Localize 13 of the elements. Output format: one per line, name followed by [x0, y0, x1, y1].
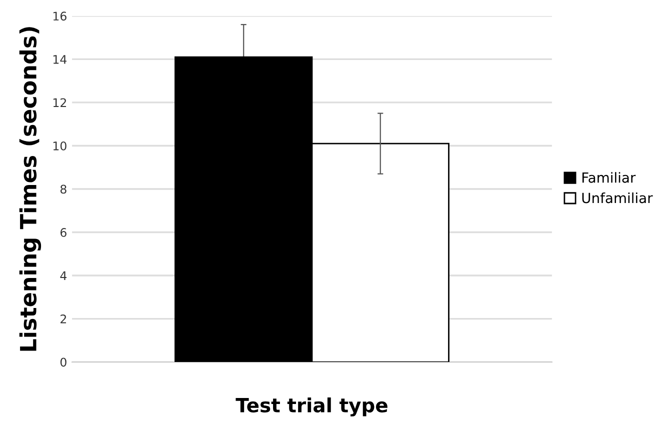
legend-label: Familiar: [582, 172, 636, 183]
y-tick-label: 0: [60, 358, 66, 367]
y-tick-label: 10: [53, 141, 66, 150]
y-axis-title: Listening Times (seconds): [19, 27, 42, 351]
y-tick-label: 16: [53, 12, 66, 21]
y-tick-label: 2: [60, 314, 66, 324]
y-tick-label: 8: [60, 184, 66, 194]
y-tick-label: 14: [53, 55, 67, 64]
x-axis-title: Test trial type: [236, 397, 388, 416]
y-tick-label: 6: [60, 228, 66, 237]
y-tick-label: 12: [53, 98, 66, 107]
legend-label: Unfamiliar: [582, 192, 653, 204]
y-tick-label: 4: [60, 271, 67, 280]
